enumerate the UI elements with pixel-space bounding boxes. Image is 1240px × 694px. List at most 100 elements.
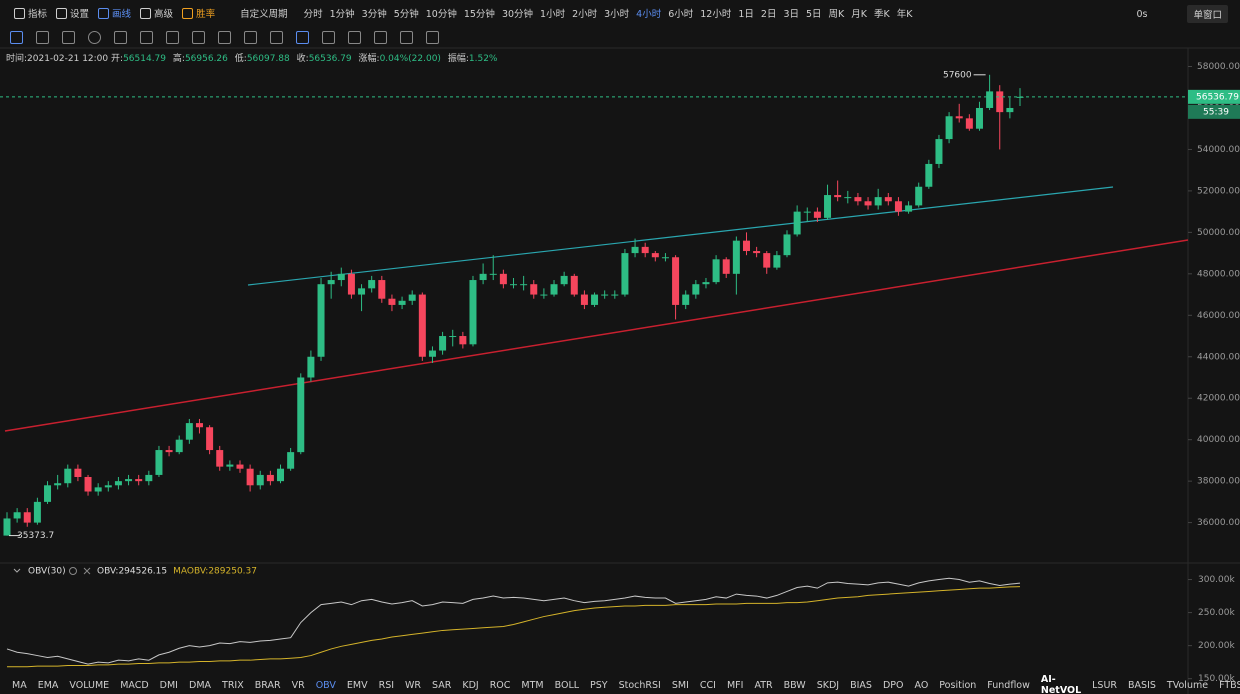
indicator-tab[interactable]: VR <box>291 679 305 691</box>
indicator-tab[interactable]: BBW <box>783 679 806 691</box>
menu-item[interactable]: 指标 <box>28 9 48 20</box>
tool[interactable] <box>426 30 439 44</box>
tool[interactable] <box>36 30 49 44</box>
indicator-tab[interactable]: CCI <box>699 679 716 691</box>
indicator-tab[interactable]: SKDJ <box>816 679 840 691</box>
tool[interactable] <box>348 30 361 44</box>
y-tick-label: 46000.00 <box>1197 311 1240 321</box>
period[interactable]: 3小时 <box>604 9 630 20</box>
period[interactable]: 4小时 <box>636 9 662 20</box>
period[interactable]: 5日 <box>806 9 822 20</box>
indicator-tab[interactable]: AO <box>914 679 929 691</box>
indicator-tab[interactable]: EMA <box>37 679 59 691</box>
period[interactable]: 10分钟 <box>425 9 457 20</box>
candle-body <box>540 294 548 296</box>
indicator-tab[interactable]: MTM <box>521 679 544 691</box>
period[interactable]: 12小时 <box>700 9 732 20</box>
tool[interactable] <box>10 30 23 44</box>
indicator-tab[interactable]: MACD <box>120 679 149 691</box>
tool[interactable] <box>88 30 101 44</box>
period[interactable]: 6小时 <box>668 9 694 20</box>
period[interactable]: 5分钟 <box>393 9 419 20</box>
candle-body <box>773 255 781 268</box>
window-select[interactable]: 单窗口 <box>1187 5 1228 23</box>
tool[interactable] <box>166 30 179 44</box>
tool[interactable] <box>374 30 387 44</box>
indicator-tab[interactable]: MA <box>12 679 27 691</box>
indicator-tab[interactable]: DPO <box>882 679 904 691</box>
menu-item[interactable]: 设置 <box>70 9 90 20</box>
candle-body <box>3 518 11 536</box>
period[interactable]: 月K <box>851 9 868 20</box>
tool[interactable] <box>140 30 153 44</box>
candle-body <box>125 479 133 482</box>
tool[interactable] <box>296 30 309 44</box>
indicator-tab[interactable]: LSUR <box>1092 679 1118 691</box>
period[interactable]: 3日 <box>783 9 799 20</box>
indicator-tab[interactable]: BRAR <box>254 679 281 691</box>
menu-item[interactable]: 高级 <box>154 9 174 20</box>
tool[interactable] <box>62 30 75 44</box>
menu-item[interactable]: 画线 <box>112 9 132 20</box>
indicator-tab[interactable]: StochRSI <box>618 679 661 691</box>
indicator-tab[interactable]: EMV <box>346 679 368 691</box>
period[interactable]: 分时 <box>303 9 323 20</box>
y-tick-label: 58000.00 <box>1197 62 1240 72</box>
indicator-tab[interactable]: BASIS <box>1128 679 1156 691</box>
indicator-tab[interactable]: WR <box>405 679 422 691</box>
tool[interactable] <box>114 30 127 44</box>
indicator-tab[interactable]: Position <box>939 679 977 691</box>
period[interactable]: 15分钟 <box>463 9 495 20</box>
indicator-tabs: MA EMA VOLUME MACD DMI DMA TRIX BRAR VR OBV EMV RSI… <box>0 674 1240 694</box>
indicator-tab[interactable]: KDJ <box>462 679 479 691</box>
period-select[interactable]: 自定义周期 <box>240 9 288 20</box>
tool[interactable] <box>270 30 283 44</box>
period[interactable]: 季K <box>874 9 890 20</box>
period[interactable]: 1日 <box>738 9 754 20</box>
candle-body <box>854 197 862 202</box>
tool[interactable] <box>322 30 335 44</box>
indicator-tab[interactable]: TRIX <box>222 679 244 691</box>
indicator-tab[interactable]: BOLL <box>554 679 580 691</box>
candle-body <box>236 464 244 469</box>
candle-body <box>439 336 447 351</box>
candle-body <box>611 294 619 296</box>
tool[interactable] <box>244 30 257 44</box>
y-tick-label: 54000.00 <box>1197 145 1240 155</box>
indicator-tab[interactable]: BIAS <box>850 679 872 691</box>
indicator-tab[interactable]: ATR <box>754 679 773 691</box>
indicator-tab[interactable]: SAR <box>432 679 452 691</box>
icon <box>14 7 25 19</box>
indicator-tab[interactable]: MFI <box>726 679 744 691</box>
menu-item[interactable]: 胜率 <box>196 9 216 20</box>
indicator-tab[interactable]: VOLUME <box>69 679 110 691</box>
tool[interactable] <box>400 30 413 44</box>
period[interactable]: 1小时 <box>540 9 566 20</box>
background <box>0 48 1240 676</box>
indicator-tab[interactable]: SMI <box>671 679 689 691</box>
period[interactable]: 3分钟 <box>361 9 387 20</box>
indicator-tab[interactable]: RSI <box>378 679 395 691</box>
period[interactable]: 30分钟 <box>501 9 534 20</box>
candle-body <box>368 280 376 289</box>
indicator-tab[interactable]: OBV <box>315 679 336 691</box>
candle-body <box>307 356 315 378</box>
indicator-tab[interactable]: PSY <box>590 679 608 691</box>
indicator-tab[interactable]: DMI <box>159 679 178 691</box>
period[interactable]: 年K <box>896 9 913 20</box>
period[interactable]: 1分钟 <box>329 9 355 20</box>
candle-body <box>641 246 649 254</box>
period[interactable]: 2小时 <box>572 9 598 20</box>
indicator-tab[interactable]: Fundflow <box>987 679 1030 691</box>
indicator-tab[interactable]: DMA <box>189 679 212 691</box>
indicator-tab[interactable]: ROC <box>489 679 511 691</box>
indicator-tab[interactable]: AI-NetVOL <box>1040 674 1082 694</box>
tool[interactable] <box>218 30 231 44</box>
indicator-tab[interactable]: TVolume <box>1166 679 1209 691</box>
indicator-tab[interactable]: FTBS <box>1219 679 1240 691</box>
period[interactable]: 周K <box>828 9 845 20</box>
period[interactable]: 2日 <box>760 9 777 20</box>
tool[interactable] <box>192 30 205 44</box>
label: 收: <box>296 54 309 64</box>
